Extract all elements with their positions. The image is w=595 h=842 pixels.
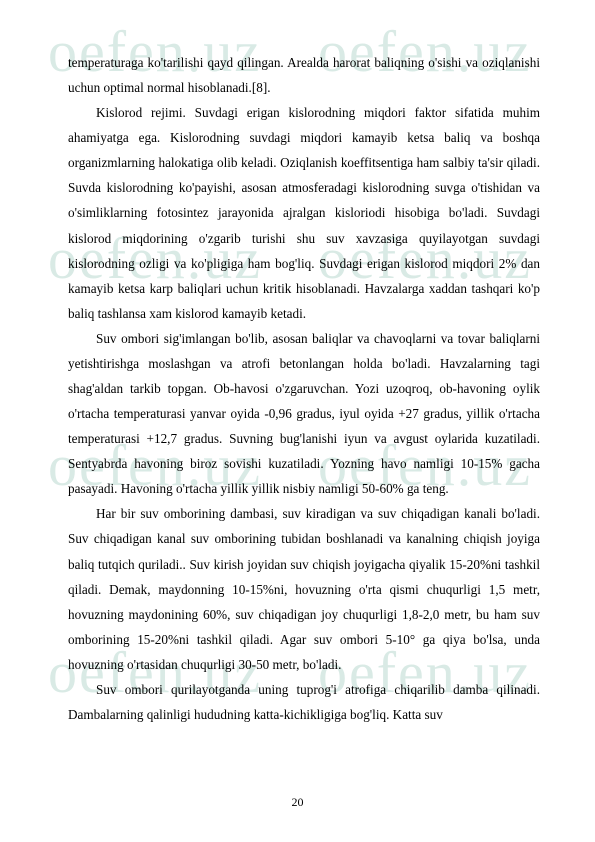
- paragraph-3: Suv ombori sig'imlangan bo'lib, asosan b…: [68, 326, 540, 502]
- paragraph-1: temperaturaga ko'tarilishi qayd qilingan…: [68, 50, 540, 100]
- page-number: 20: [0, 795, 595, 810]
- page-content: temperaturaga ko'tarilishi qayd qilingan…: [68, 50, 540, 727]
- paragraph-2: Kislorod rejimi. Suvdagi erigan kislorod…: [68, 100, 540, 326]
- paragraph-5: Suv ombori qurilayotganda uning tuprog'i…: [68, 677, 540, 727]
- paragraph-4: Har bir suv omborining dambasi, suv kira…: [68, 501, 540, 677]
